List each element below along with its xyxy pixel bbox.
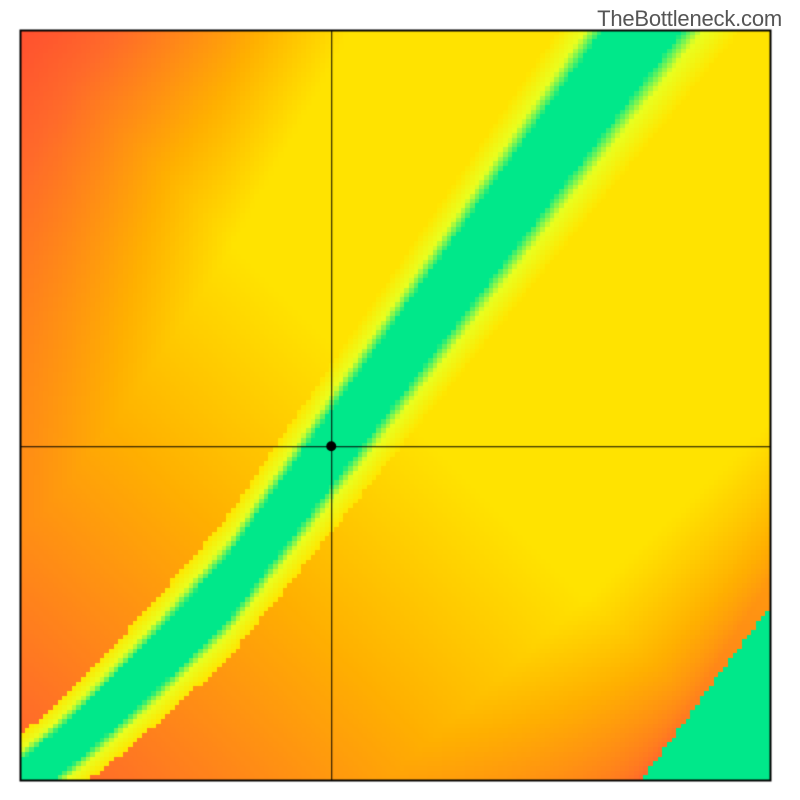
bottleneck-heatmap-canvas <box>0 0 800 800</box>
attribution-label: TheBottleneck.com <box>597 6 782 32</box>
chart-container: TheBottleneck.com <box>0 0 800 800</box>
